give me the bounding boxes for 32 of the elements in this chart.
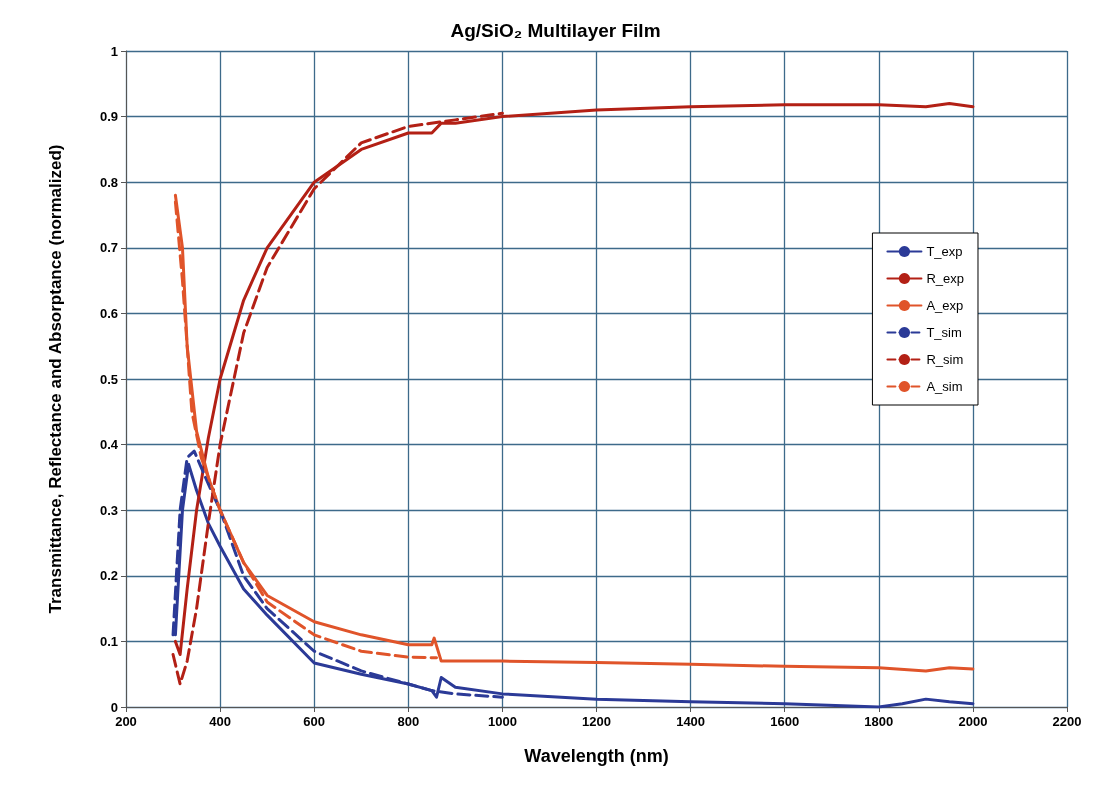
x-tick-label: 2200 <box>1052 714 1082 729</box>
x-tick-label: 400 <box>209 714 231 729</box>
y-tick-label: 0.8 <box>99 174 118 190</box>
x-axis-title: Wavelength (nm) <box>524 746 669 766</box>
legend-label: A_sim <box>926 379 963 394</box>
line-series <box>173 193 975 673</box>
x-tick-label: 1800 <box>864 714 894 729</box>
y-tick-label: 0.1 <box>99 633 118 649</box>
y-tick-label: 0.5 <box>99 371 118 387</box>
legend-label: T_exp <box>926 244 963 259</box>
legend-label: R_exp <box>926 271 964 286</box>
x-tick-label: 1600 <box>770 714 800 729</box>
legend-label: T_sim <box>926 325 962 340</box>
x-tick-label: 1000 <box>487 714 517 729</box>
y-tick-label: 0.7 <box>99 240 118 256</box>
y-tick-label: 0 <box>110 699 118 715</box>
y-tick-label: 0.4 <box>99 437 119 453</box>
y-tick-label: 0.6 <box>99 305 118 321</box>
y-tick-label: 1 <box>110 43 118 59</box>
y-tick-label: 0.9 <box>99 109 118 125</box>
x-tick-label: 600 <box>303 714 326 729</box>
chart-title: Ag/SiO₂ Multilayer Film <box>450 20 661 41</box>
x-tick-label: 200 <box>115 714 137 729</box>
x-tick-label: 800 <box>397 714 420 729</box>
y-tick-label: 0.3 <box>99 502 118 518</box>
legend-label: A_exp <box>926 298 964 313</box>
x-tick-label: 1400 <box>676 714 706 729</box>
x-tick-label: 2000 <box>958 714 988 729</box>
legend-label: R_sim <box>926 352 964 367</box>
x-tick-label: 1200 <box>582 714 611 729</box>
y-tick-label: 0.2 <box>99 568 118 584</box>
y-axis-title: Transmittance, Reflectance and Absorptance (normalized) <box>46 144 65 614</box>
